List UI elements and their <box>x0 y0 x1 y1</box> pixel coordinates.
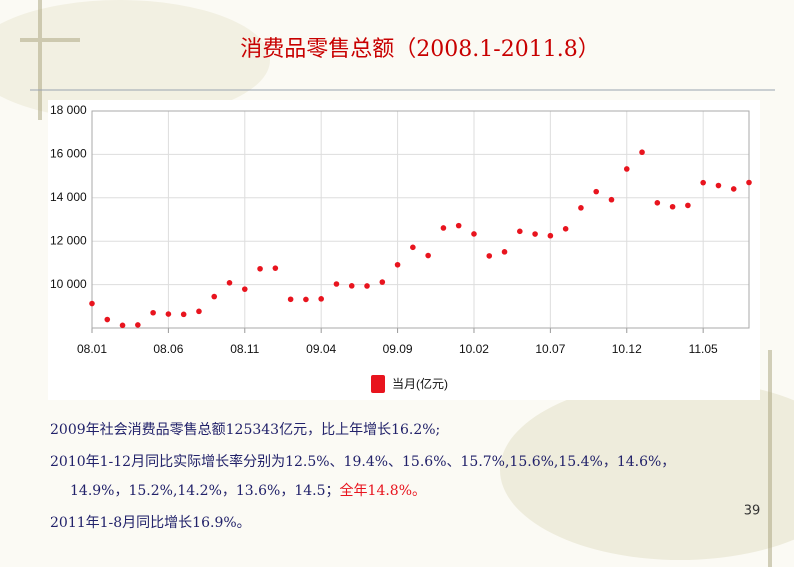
marker <box>150 309 156 316</box>
note-highlight: 全年14.8%。 <box>340 482 426 499</box>
note: 2011年1-8月同比增长16.9%。 <box>50 515 251 531</box>
marker <box>532 231 538 237</box>
marker <box>272 265 279 271</box>
x-tick-label: 11.05 <box>689 342 718 356</box>
marker <box>89 300 95 307</box>
note: 14.9%，15.2%,14.2%，13.6%，14.5；全年14.8%。 <box>70 482 426 499</box>
decoration <box>500 380 794 560</box>
marker <box>165 311 172 317</box>
chart: 10 000 12 000 14 000 16 000 18 000 08.01 08.06… <box>50 103 752 393</box>
marker <box>654 200 661 206</box>
note: 2009年社会消费品零售总额125343亿元，比上年增长16.2%; <box>50 422 440 438</box>
marker <box>211 293 218 300</box>
legend-swatch <box>371 375 385 393</box>
marker <box>746 179 752 186</box>
marker <box>303 296 309 303</box>
x-tick-label: 08.01 <box>77 342 107 356</box>
decoration <box>20 0 772 567</box>
marker <box>180 311 187 318</box>
marker <box>425 252 431 259</box>
x-tick-label: 10.12 <box>612 342 642 356</box>
legend-label: 当月(亿元) <box>392 376 448 391</box>
marker <box>226 279 233 286</box>
y-tick-label: 14 000 <box>50 190 87 204</box>
plot-frame <box>91 110 750 329</box>
marker <box>486 253 493 259</box>
x-tick-label: 09.09 <box>383 342 413 356</box>
marker <box>135 322 141 328</box>
x-tick-label: 10.02 <box>459 342 489 356</box>
y-tick-label: 10 000 <box>50 277 87 291</box>
marker <box>471 231 477 237</box>
marker <box>104 316 111 323</box>
marker <box>394 261 401 268</box>
marker <box>578 205 584 211</box>
y-tick-label: 12 000 <box>50 233 87 247</box>
marker <box>608 196 615 203</box>
marker <box>623 166 630 172</box>
marker <box>364 283 370 289</box>
marker <box>517 228 523 235</box>
marker <box>287 296 294 303</box>
marker <box>196 308 202 315</box>
marker <box>547 232 554 239</box>
marker <box>257 265 263 272</box>
marker <box>241 286 248 292</box>
marker <box>562 226 569 232</box>
marker <box>730 186 737 192</box>
marker <box>593 188 600 195</box>
x-tick-label: 08.06 <box>153 342 183 356</box>
marker <box>119 322 126 329</box>
marker <box>318 296 324 302</box>
y-tick-label: 18 000 <box>50 103 87 117</box>
x-tick-label: 10.07 <box>535 342 565 356</box>
x-tick-label: 08.11 <box>230 342 259 356</box>
marker <box>455 222 462 229</box>
marker <box>669 203 676 210</box>
page-number: 39 <box>744 504 761 519</box>
marker <box>410 244 416 251</box>
x-tick-label: 09.04 <box>306 342 336 356</box>
marker <box>685 202 691 209</box>
marker <box>379 279 386 285</box>
marker <box>715 182 722 189</box>
chart-title: 消费品零售总额（2008.1-2011.8） <box>240 37 599 62</box>
marker <box>333 281 340 287</box>
marker <box>440 225 447 231</box>
marker <box>639 149 645 156</box>
note-text: 14.9%，15.2%,14.2%，13.6%，14.5； <box>70 483 340 499</box>
note: 2010年1-12月同比实际增长率分别为12.5%、19.4%、15.6%、15… <box>50 453 675 470</box>
y-tick-label: 16 000 <box>50 147 87 161</box>
marker <box>501 249 508 255</box>
marker <box>348 283 355 289</box>
marker <box>700 179 706 186</box>
